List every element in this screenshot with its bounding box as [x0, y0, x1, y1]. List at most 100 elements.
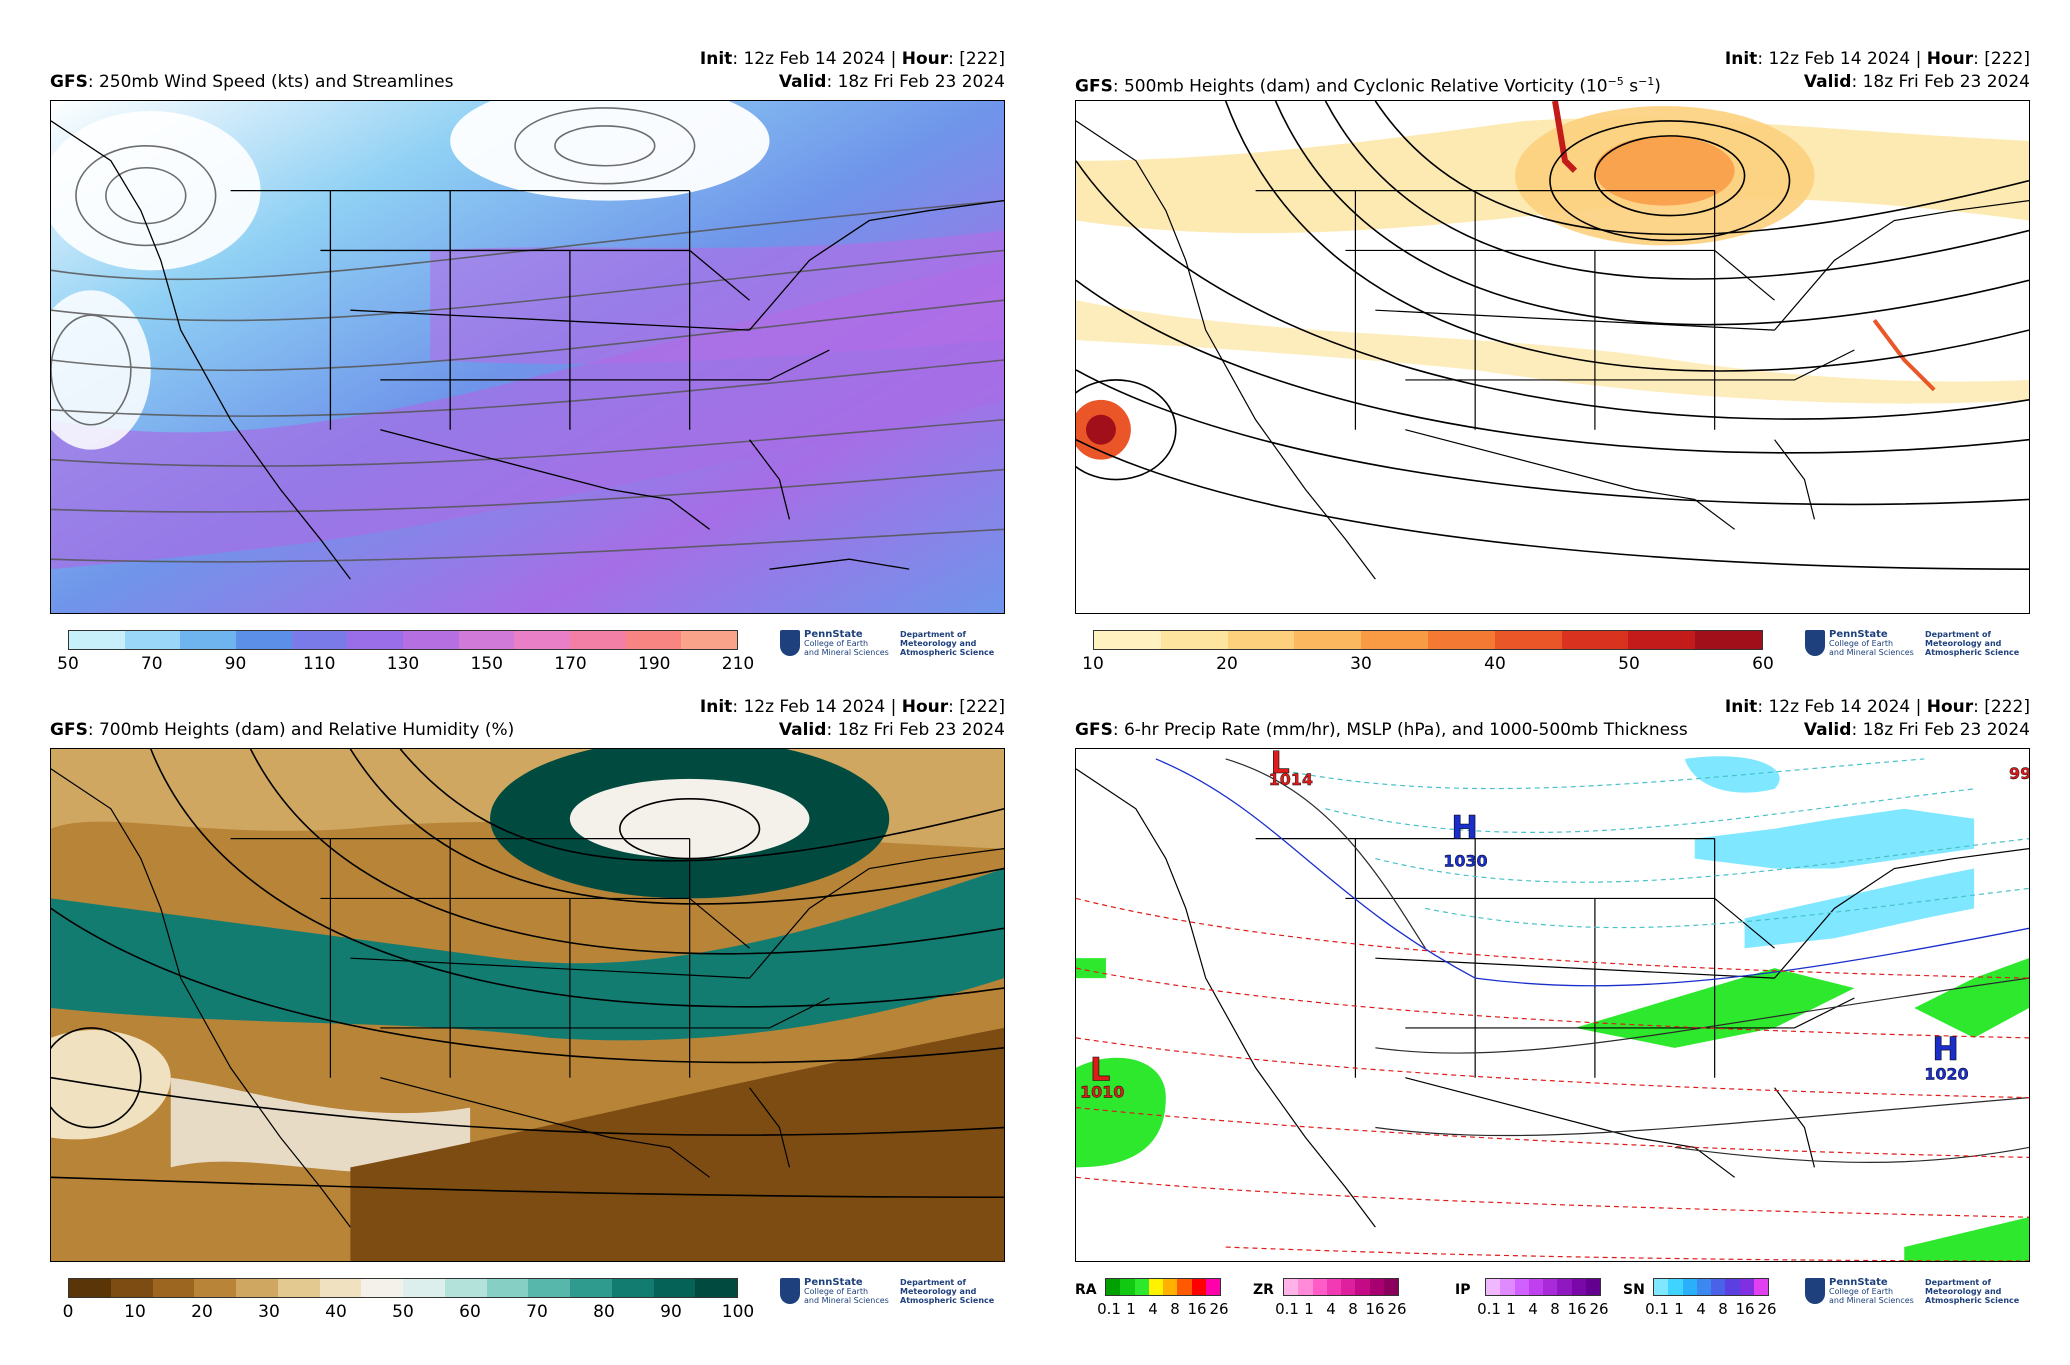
- legend-colorbar: [1653, 1278, 1769, 1296]
- colorbar-segment: [514, 631, 571, 649]
- colorbar-segment: [180, 631, 237, 649]
- colorbar-tick-label: 30: [1350, 654, 1372, 674]
- panel-header: Init: 12z Feb 14 2024 | Hour: [222] GFS:…: [50, 48, 1005, 96]
- legend-tag: IP: [1455, 1282, 1471, 1298]
- colorbar-tick-label: 20: [191, 1302, 213, 1322]
- legend-ra: RA 0.1 1 4 8 16 26: [1075, 1278, 1245, 1318]
- legend-segment: [1369, 1279, 1384, 1295]
- colorbar-tick-label: 40: [1484, 654, 1506, 674]
- high-pressure-letter: H: [1932, 1030, 1959, 1068]
- legend-tick-label: 4: [1148, 1300, 1158, 1318]
- colorbar-segment: [486, 1279, 529, 1297]
- legend-segment: [1163, 1279, 1178, 1295]
- legend-tick-label: 1: [1674, 1300, 1684, 1318]
- legend-tick-label: 8: [1170, 1300, 1180, 1318]
- colorbar-tick-label: 70: [140, 654, 163, 674]
- legend-segment: [1514, 1279, 1529, 1295]
- init-line: Init: 12z Feb 14 2024 | Hour: [222]: [699, 697, 1005, 717]
- valid-line: Valid: 18z Fri Feb 23 2024: [1803, 720, 2030, 740]
- legend-tick-label: 0.1: [1645, 1300, 1669, 1318]
- colorbar-segment: [570, 1279, 612, 1297]
- colorbar-segment: [1227, 631, 1295, 649]
- legend-tick-label: 4: [1528, 1300, 1538, 1318]
- colorbar-segment: [152, 1279, 195, 1297]
- legend-sn: SN 0.1 1 4 8 16 26: [1623, 1278, 1793, 1318]
- panel-title: GFS: 250mb Wind Speed (kts) and Streamli…: [50, 72, 454, 92]
- legend-segment: [1486, 1279, 1501, 1295]
- legend-segment: [1668, 1279, 1683, 1295]
- legend-colorbar: [1283, 1278, 1399, 1296]
- colorbar-segment: [236, 631, 292, 649]
- colorbar-segment: [319, 1279, 362, 1297]
- legend-segment: [1326, 1279, 1341, 1295]
- panel-title: GFS: 6-hr Precip Rate (mm/hr), MSLP (hPa…: [1075, 720, 1688, 740]
- valid-line: Valid: 18z Fri Feb 23 2024: [1803, 72, 2030, 92]
- legend-ip: IP 0.1 1 4 8 16 26: [1455, 1278, 1625, 1318]
- legend-tick-label: 26: [1209, 1300, 1229, 1318]
- colorbar-segment: [1094, 631, 1161, 649]
- colorbar-segment: [69, 631, 125, 649]
- colorbar-segment: [625, 631, 682, 649]
- pressure-value-partial: 99: [2009, 764, 2029, 783]
- legend-segment: [1120, 1279, 1135, 1295]
- legend-tick-label: 26: [1589, 1300, 1609, 1318]
- legend-segment: [1696, 1279, 1711, 1295]
- legend-segment: [1571, 1279, 1586, 1295]
- colorbar-segment: [1561, 631, 1629, 649]
- colorbar: [68, 1278, 738, 1298]
- colorbar-tick-label: 70: [526, 1302, 548, 1322]
- init-line: Init: 12z Feb 14 2024 | Hour: [222]: [1724, 49, 2030, 69]
- high-pressure-value: 1020: [1924, 1065, 1968, 1084]
- legend-segment: [1654, 1279, 1669, 1295]
- colorbar-tick-label: 50: [57, 654, 79, 674]
- colorbar-segment: [695, 1279, 737, 1297]
- panel-header: Init: 12z Feb 14 2024 | Hour: [222] GFS:…: [1075, 48, 2030, 97]
- colorbar-segment: [1628, 631, 1696, 649]
- colorbar-segment: [1427, 631, 1495, 649]
- colorbar-segment: [277, 1279, 320, 1297]
- legend-tick-label: 4: [1696, 1300, 1706, 1318]
- colorbar-tick-label: 50: [1618, 654, 1640, 674]
- colorbar-ticks: 50 70 90 110 130 150 170 190 210: [57, 654, 754, 674]
- legend-segment: [1191, 1279, 1206, 1295]
- colorbar: [1093, 630, 1763, 650]
- colorbar-tick-label: 170: [554, 654, 587, 674]
- legend-tag: SN: [1623, 1282, 1645, 1298]
- colorbar-segment: [1695, 631, 1762, 649]
- legend-segment: [1106, 1279, 1121, 1295]
- pennstate-logo: PennState College of Earth and Mineral Sci…: [1805, 1276, 2035, 1310]
- colorbar-segment: [1294, 631, 1362, 649]
- colorbar-tick-label: 80: [593, 1302, 615, 1322]
- legend-segment: [1682, 1279, 1697, 1295]
- panel-250mb-wind: Init: 12z Feb 14 2024 | Hour: [222] GFS:…: [50, 48, 1050, 708]
- low-pressure-letter: L: [1090, 1051, 1110, 1089]
- init-line: Init: 12z Feb 14 2024 | Hour: [222]: [699, 49, 1005, 69]
- legend-segment: [1753, 1279, 1768, 1295]
- colorbar-ticks: 10 20 30 40 50 60: [1082, 654, 1774, 674]
- colorbar-tick-label: 150: [470, 654, 503, 674]
- colorbar-segment: [653, 1279, 696, 1297]
- legend-tag: ZR: [1253, 1282, 1274, 1298]
- colorbar-segment: [611, 1279, 654, 1297]
- colorbar-tick-label: 50: [392, 1302, 414, 1322]
- nittany-lion-shield-icon: [780, 1278, 800, 1304]
- legend-segment: [1528, 1279, 1543, 1295]
- legend-segment: [1557, 1279, 1572, 1295]
- map-500mb-vorticity: [1075, 100, 2030, 614]
- panel-700mb-rh: Init: 12z Feb 14 2024 | Hour: [222] GFS:…: [50, 696, 1050, 1356]
- map-700mb-rh: [50, 748, 1005, 1262]
- colorbar-segment: [528, 1279, 570, 1297]
- legend-tick-label: 16: [1735, 1300, 1755, 1318]
- legend-segment: [1134, 1279, 1149, 1295]
- legend-segment: [1298, 1279, 1313, 1295]
- legend-tick-label: 0.1: [1275, 1300, 1299, 1318]
- legend-segment: [1148, 1279, 1163, 1295]
- legend-tick-label: 16: [1365, 1300, 1385, 1318]
- colorbar-segment: [403, 1279, 445, 1297]
- colorbar-tick-label: 0: [62, 1302, 74, 1322]
- pennstate-logo: PennState College of Earth and Mineral Sci…: [1805, 628, 2035, 662]
- nittany-lion-shield-icon: [780, 630, 800, 656]
- panel-title: GFS: 500mb Heights (dam) and Cyclonic Re…: [1075, 75, 1661, 97]
- colorbar-segment: [1160, 631, 1228, 649]
- legend-tick-label: 4: [1326, 1300, 1336, 1318]
